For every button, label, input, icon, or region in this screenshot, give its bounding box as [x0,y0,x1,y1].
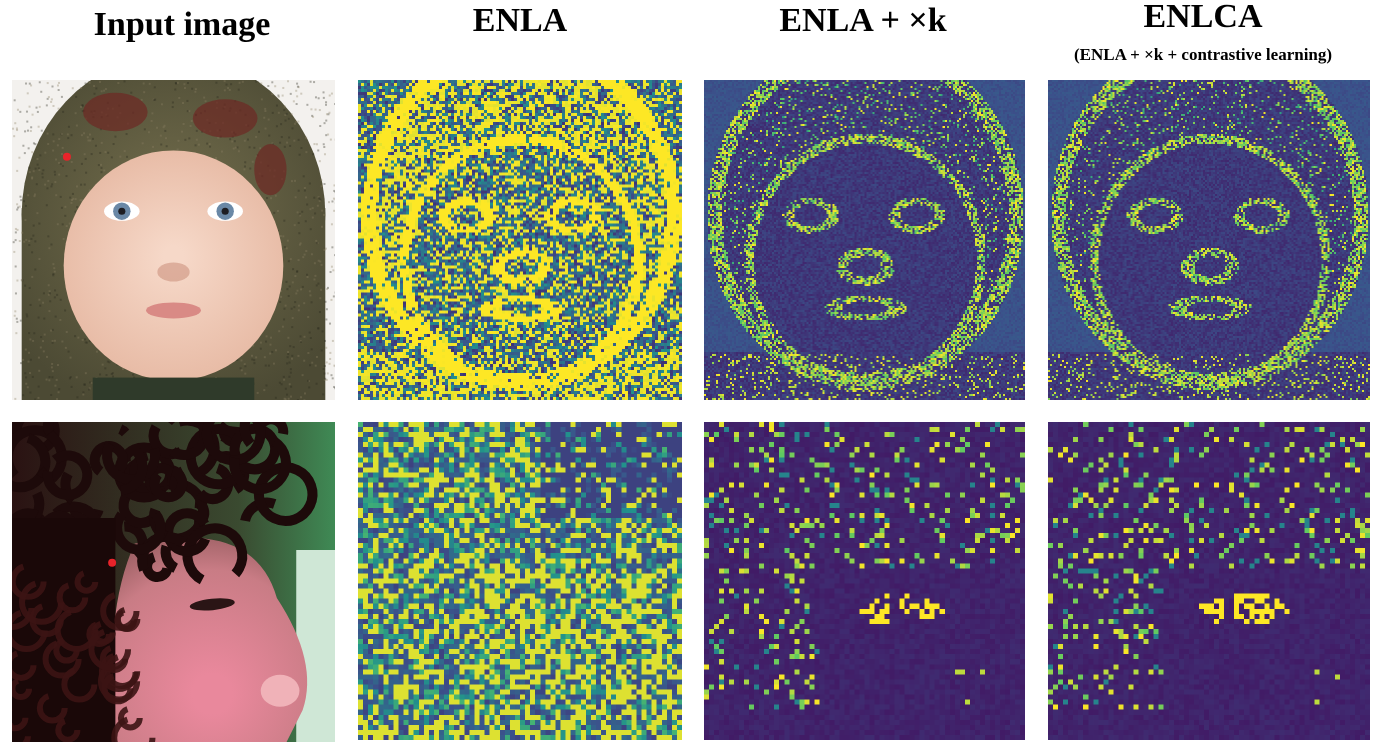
attention-map-enla-row1 [358,80,682,400]
heatmap-enlca-row1 [1048,80,1370,400]
column-title: ENLA [472,2,568,39]
heatmap-enla-k-row1 [704,80,1025,400]
column-title: ENLCA [1143,0,1263,35]
column-header-input: Input image [17,0,347,42]
column-header-enla-k: ENLA + ×k [698,0,1028,38]
input-image-row2 [12,422,335,742]
column-subtitle: (ENLA + ×k + contrastive learning) [1073,45,1333,64]
attention-map-enla-k-row2 [704,422,1025,740]
input-image-row1 [12,80,335,400]
column-header-enlca: ENLCA (ENLA + ×k + contrastive learning) [1038,0,1368,63]
attention-map-enlca-row2 [1048,422,1370,740]
attention-map-enla-k-row1 [704,80,1025,400]
input-photo-child [12,422,335,742]
input-photo-baby [12,80,335,400]
heatmap-enla-row1 [358,80,682,400]
column-header-enla: ENLA [355,0,685,38]
column-title: Input image [93,6,271,43]
heatmap-enla-row2 [358,422,682,740]
column-title: ENLA + ×k [779,2,947,39]
heatmap-enla-k-row2 [704,422,1025,740]
heatmap-enlca-row2 [1048,422,1370,740]
attention-map-enla-row2 [358,422,682,740]
attention-map-enlca-row1 [1048,80,1370,400]
